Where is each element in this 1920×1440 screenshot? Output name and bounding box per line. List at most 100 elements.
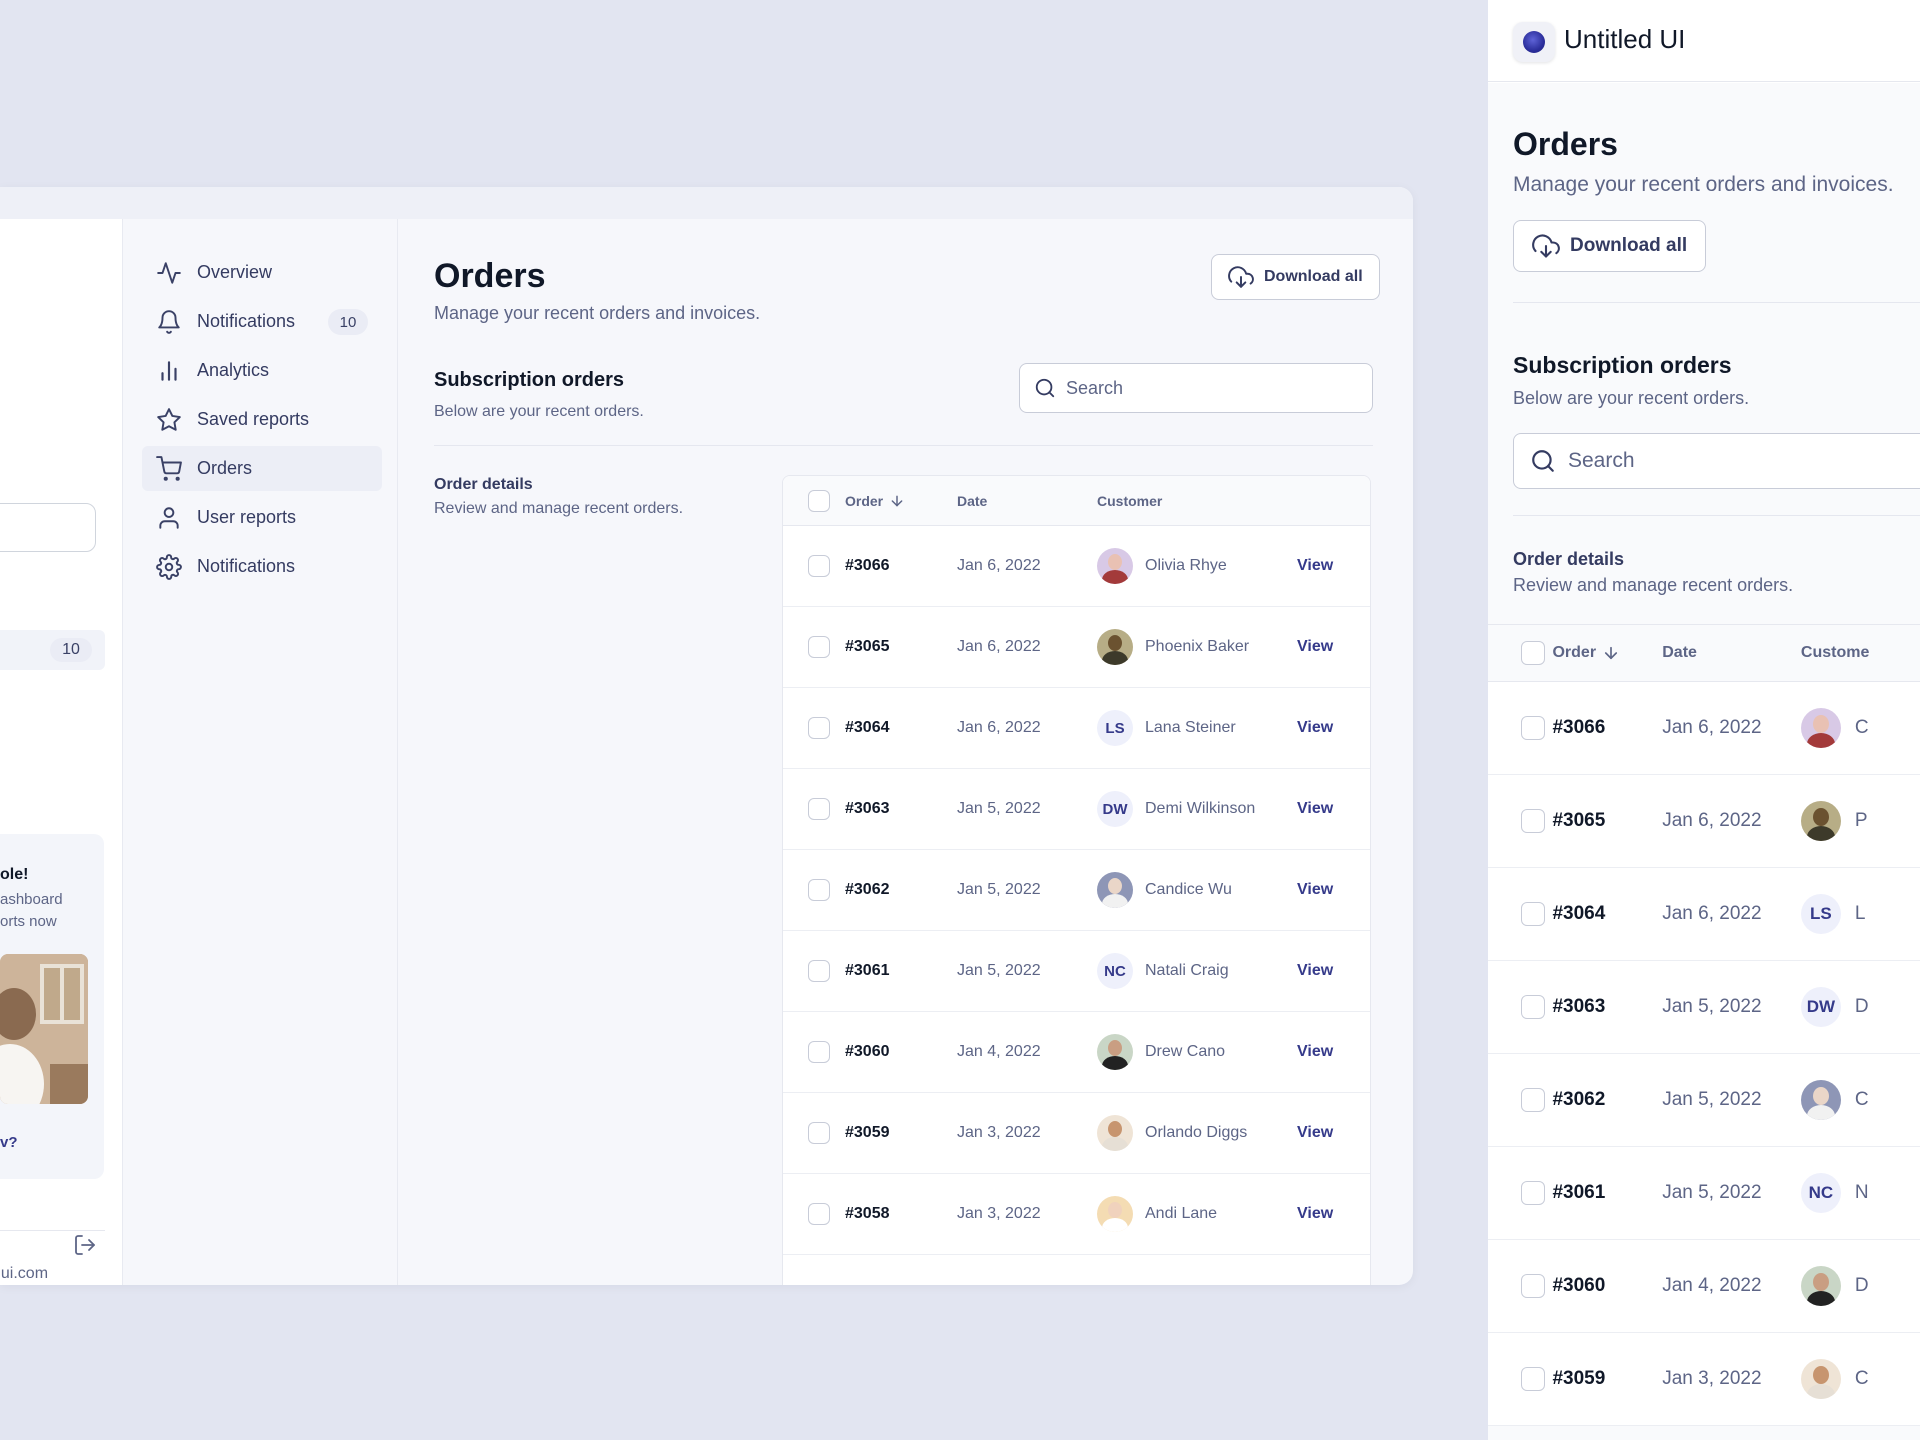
customer-name: Demi Wilkinson xyxy=(1145,800,1256,817)
promo-image xyxy=(0,954,88,1104)
customer-column-header: Customer xyxy=(1097,492,1163,509)
table-body: #3066 Jan 6, 2022 Olivia Rhye View #3065 Jan … xyxy=(783,526,1370,1255)
avatar xyxy=(1800,708,1841,748)
order-number: #3066 xyxy=(1552,717,1606,738)
view-order-link[interactable]: View xyxy=(1297,557,1334,574)
logout-icon[interactable] xyxy=(73,1233,97,1257)
view-order-link[interactable]: View xyxy=(1297,1043,1334,1060)
row-checkbox[interactable] xyxy=(1521,1181,1545,1205)
view-order-link[interactable]: View xyxy=(1297,1124,1334,1141)
order-column-header[interactable]: Order xyxy=(1552,644,1662,662)
search-input[interactable] xyxy=(1066,377,1346,399)
mobile-section-subtitle: Below are your recent orders. xyxy=(1513,388,1750,408)
customer-cell: D xyxy=(1800,1266,1920,1306)
view-order-link[interactable]: View xyxy=(1297,719,1334,736)
row-checkbox[interactable] xyxy=(808,1041,830,1063)
mobile-search-input[interactable] xyxy=(1568,449,1888,473)
view-order-link[interactable]: View xyxy=(1297,962,1334,979)
sidebar-search-input[interactable] xyxy=(0,503,96,552)
order-number: #3060 xyxy=(845,1043,890,1060)
order-date: Jan 3, 2022 xyxy=(1662,1368,1762,1389)
order-date: Jan 5, 2022 xyxy=(1662,996,1762,1017)
order-date: Jan 6, 2022 xyxy=(957,719,1041,736)
page-title: Orders xyxy=(434,257,546,295)
select-all-checkbox[interactable] xyxy=(1521,641,1545,665)
order-number: #3061 xyxy=(1552,1182,1606,1203)
row-checkbox[interactable] xyxy=(1521,1274,1545,1298)
promo-link[interactable]: v? xyxy=(0,1134,18,1151)
row-checkbox[interactable] xyxy=(808,1203,830,1225)
row-checkbox[interactable] xyxy=(808,960,830,982)
customer-cell: P xyxy=(1800,801,1920,841)
date-column-header: Date xyxy=(1662,644,1697,661)
avatar xyxy=(1800,1359,1841,1399)
avatar xyxy=(1097,1115,1133,1151)
customer-cell: C xyxy=(1800,1359,1920,1399)
row-checkbox[interactable] xyxy=(808,636,830,658)
orders-content: Orders Manage your recent orders and inv… xyxy=(398,219,1413,1285)
view-order-link[interactable]: View xyxy=(1297,881,1334,898)
order-details-subtitle: Review and manage recent orders. xyxy=(434,500,684,517)
row-checkbox[interactable] xyxy=(808,555,830,577)
bar-chart-icon xyxy=(156,358,182,384)
customer-name: Natali Craig xyxy=(1145,962,1229,979)
avatar-body xyxy=(1806,1384,1835,1399)
customer-cell: LS Lana Steiner xyxy=(1097,710,1297,746)
avatar-face xyxy=(1812,808,1829,826)
mobile-search-field[interactable] xyxy=(1513,433,1920,489)
nav-item-notifications[interactable]: Notifications 10 xyxy=(142,299,382,344)
download-all-button[interactable]: Download all xyxy=(1211,254,1380,300)
nav-item-overview[interactable]: Overview xyxy=(142,250,382,295)
avatar xyxy=(1097,872,1133,908)
search-icon xyxy=(1530,448,1556,474)
view-order-link[interactable]: View xyxy=(1297,1205,1334,1222)
secondary-sidebar: Overview Notifications 10 Analytics Sav xyxy=(124,219,398,1285)
row-checkbox[interactable] xyxy=(1521,809,1545,833)
table-row: #3060 Jan 4, 2022 Drew Cano View xyxy=(783,1012,1370,1093)
customer-name: Olivia Rhye xyxy=(1145,557,1227,574)
mobile-download-all-button[interactable]: Download all xyxy=(1513,220,1707,272)
mobile-page-title: Orders xyxy=(1513,126,1618,162)
row-checkbox[interactable] xyxy=(808,717,830,739)
nav-item-analytics[interactable]: Analytics xyxy=(142,348,382,393)
avatar: DW xyxy=(1097,791,1133,827)
row-checkbox[interactable] xyxy=(808,798,830,820)
order-date: Jan 6, 2022 xyxy=(957,638,1041,655)
search-icon xyxy=(1034,377,1056,399)
select-all-checkbox[interactable] xyxy=(808,489,830,512)
row-checkbox[interactable] xyxy=(1521,1088,1545,1112)
row-checkbox[interactable] xyxy=(1521,716,1545,740)
table-row: #3064 Jan 6, 2022 LS L xyxy=(1488,868,1920,961)
row-checkbox[interactable] xyxy=(1521,902,1545,926)
nav-item-user-reports[interactable]: User reports xyxy=(142,495,382,540)
row-checkbox[interactable] xyxy=(808,1122,830,1144)
secondary-nav: Overview Notifications 10 Analytics Sav xyxy=(142,250,382,593)
activity-icon xyxy=(156,260,182,286)
mobile-orders-table: Order Date Custome #3066 Jan 6, 2022 C #306… xyxy=(1488,624,1920,1426)
search-field[interactable] xyxy=(1019,363,1373,413)
customer-name: P xyxy=(1854,810,1868,831)
row-checkbox[interactable] xyxy=(1521,995,1545,1019)
mobile-page-subtitle: Manage your recent orders and invoices. xyxy=(1513,173,1894,196)
order-column-header[interactable]: Order xyxy=(845,493,957,509)
order-number: #3060 xyxy=(1552,1275,1606,1296)
view-order-link[interactable]: View xyxy=(1297,638,1334,655)
avatar-body xyxy=(1102,894,1128,908)
customer-name: Drew Cano xyxy=(1145,1043,1226,1060)
row-checkbox[interactable] xyxy=(1521,1367,1545,1391)
avatar-body xyxy=(1102,570,1128,584)
download-all-label: Download all xyxy=(1570,235,1688,256)
order-header-label: Order xyxy=(845,492,884,509)
nav-item-orders[interactable]: Orders xyxy=(142,446,382,491)
avatar xyxy=(1800,1266,1841,1306)
date-column-header: Date xyxy=(957,492,988,509)
nav-item-notification-settings[interactable]: Notifications xyxy=(142,544,382,589)
view-order-link[interactable]: View xyxy=(1297,800,1334,817)
row-checkbox[interactable] xyxy=(808,879,830,901)
table-row: #3060 Jan 4, 2022 D xyxy=(1488,1240,1920,1333)
nav-item-saved-reports[interactable]: Saved reports xyxy=(142,397,382,442)
nav-label: Orders xyxy=(197,458,253,478)
avatar-body xyxy=(1102,1056,1128,1070)
avatar: NC xyxy=(1800,1173,1841,1213)
avatar-body xyxy=(1806,1105,1835,1120)
